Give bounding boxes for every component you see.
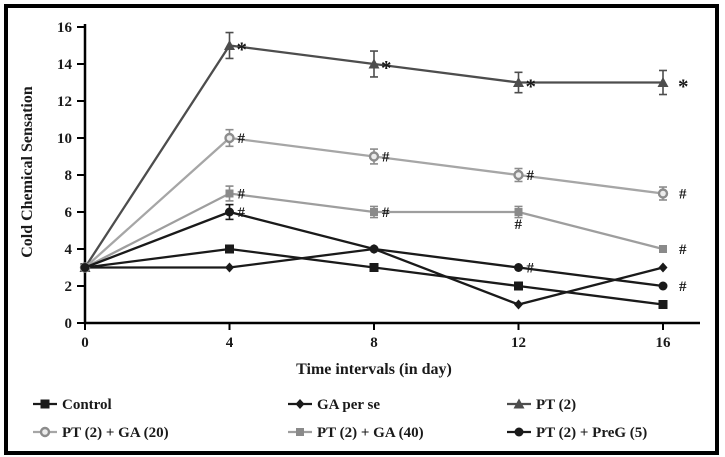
svg-text:PT (2) + GA (20): PT (2) + GA (20) (62, 425, 169, 441)
svg-text:#: # (679, 242, 687, 258)
svg-text:#: # (515, 217, 523, 233)
svg-text:*: * (526, 75, 537, 99)
svg-text:#: # (527, 261, 535, 277)
svg-text:16: 16 (57, 20, 73, 36)
svg-text:#: # (238, 131, 246, 147)
svg-text:0: 0 (81, 335, 89, 351)
svg-text:PT (2): PT (2) (536, 397, 576, 413)
legend-item-pt-2-ga-40: PT (2) + GA (40) (288, 425, 424, 441)
legend-item-pt-2-ga-20: PT (2) + GA (20) (33, 425, 169, 441)
legend: Control GA per se PT (2) PT (2) + GA (20) PT… (33, 397, 647, 441)
svg-text:#: # (527, 168, 535, 184)
svg-text:*: * (237, 38, 248, 62)
figure-border (4, 4, 719, 455)
svg-text:12: 12 (57, 94, 72, 110)
svg-text:8: 8 (65, 168, 73, 184)
series-control (80, 244, 668, 309)
svg-text:16: 16 (656, 335, 672, 351)
svg-text:*: * (381, 56, 392, 80)
svg-text:#: # (382, 150, 390, 166)
svg-text:#: # (238, 205, 246, 221)
legend-item-control: Control (33, 397, 112, 413)
series-ga-per-se (80, 244, 668, 310)
legend-item-pt-2: PT (2) (507, 397, 576, 413)
svg-text:PT (2) + PreG (5): PT (2) + PreG (5) (536, 425, 647, 441)
svg-text:#: # (679, 279, 687, 295)
svg-text:4: 4 (65, 242, 73, 258)
svg-text:6: 6 (65, 205, 73, 221)
svg-text:*: * (678, 75, 689, 99)
x-axis-title: Time intervals (in day) (296, 361, 452, 378)
series-pt-2-ga-40: # # # # (81, 185, 687, 272)
series-pt-2-preg-5: # # # (80, 203, 687, 295)
legend-item-pt-2-preg-5: PT (2) + PreG (5) (507, 425, 647, 441)
svg-text:#: # (679, 187, 687, 203)
svg-text:0: 0 (65, 316, 73, 332)
svg-text:8: 8 (370, 335, 378, 351)
svg-text:#: # (238, 187, 246, 203)
svg-text:4: 4 (226, 335, 234, 351)
svg-text:14: 14 (57, 57, 73, 73)
svg-text:10: 10 (57, 131, 72, 147)
svg-text:#: # (382, 205, 390, 221)
axes: 0 2 4 6 8 10 12 14 16 0 4 8 12 16 (57, 20, 700, 351)
svg-text:12: 12 (511, 335, 526, 351)
series-pt-2: * * * * (79, 31, 689, 272)
svg-text:Control: Control (62, 397, 112, 413)
svg-text:PT (2) + GA (40): PT (2) + GA (40) (317, 425, 424, 441)
series-pt-2-ga-20: # # # # (79, 128, 687, 273)
svg-text:GA per se: GA per se (317, 397, 380, 413)
svg-text:2: 2 (65, 279, 73, 295)
legend-item-ga-per-se: GA per se (288, 397, 380, 413)
